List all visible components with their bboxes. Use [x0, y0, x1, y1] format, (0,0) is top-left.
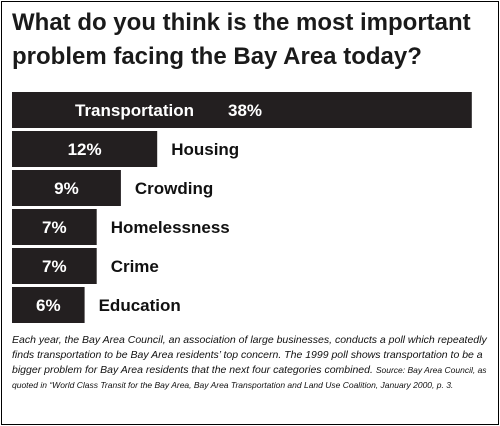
category-label-crime: Crime [111, 257, 159, 276]
bar-education [12, 287, 85, 323]
category-label-education: Education [99, 296, 181, 315]
category-label-crowding: Crowding [135, 179, 213, 198]
category-label-housing: Housing [171, 140, 239, 159]
value-label-crowding: 9% [54, 179, 79, 198]
value-label-transportation: 38% [228, 101, 262, 120]
category-label-homelessness: Homelessness [111, 218, 230, 237]
bar-housing [12, 131, 158, 167]
value-label-homelessness: 7% [42, 218, 67, 237]
bar-transportation [12, 92, 472, 128]
bar-crowding [12, 170, 121, 206]
value-label-crime: 7% [42, 257, 67, 276]
value-label-housing: 12% [68, 140, 102, 159]
category-label-transportation: Transportation [75, 101, 194, 120]
bar-chart: Transportation 38% 12% Housing 9% Crowding 7% H… [12, 92, 472, 323]
chart-title: What do you think is the most important … [12, 9, 471, 70]
chart-caption: Each year, the Bay Area Council, an asso… [12, 333, 492, 393]
bar-crime [12, 248, 97, 284]
caption-body: Each year, the Bay Area Council, an asso… [12, 334, 487, 376]
bar-homelessness [12, 209, 97, 245]
caption-source: Source: Bay Area Council, as quoted in “… [12, 365, 487, 390]
value-label-education: 6% [36, 296, 61, 315]
